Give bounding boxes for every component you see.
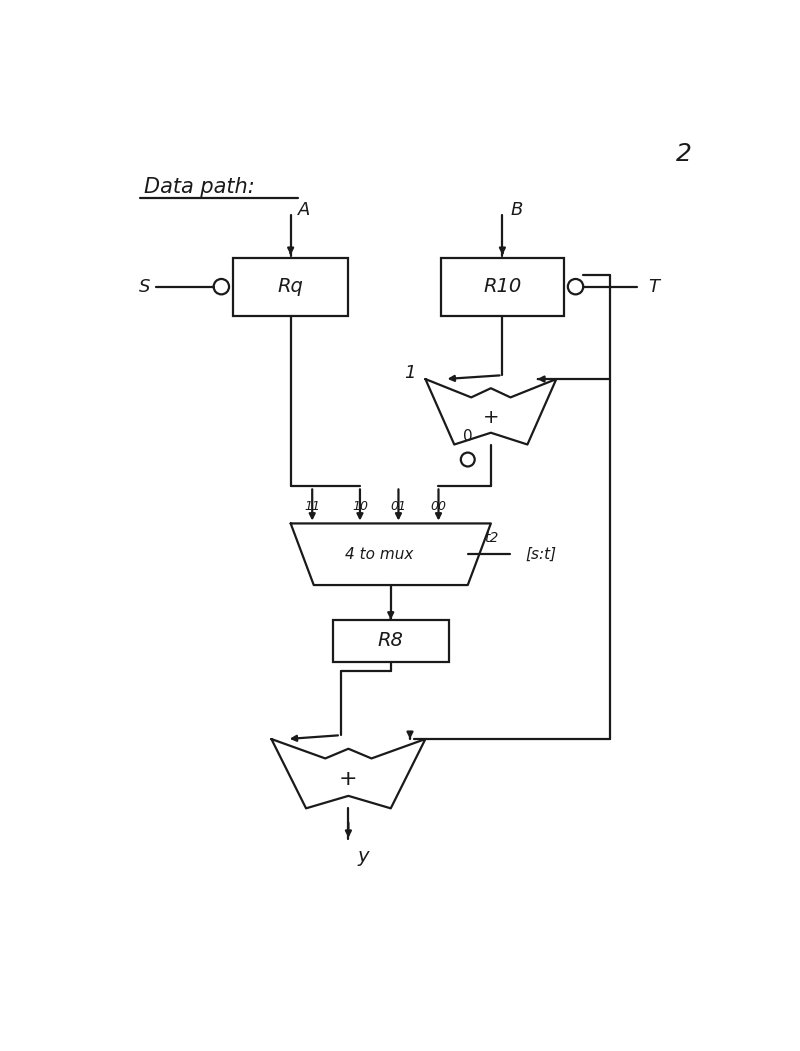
- Text: 0: 0: [463, 429, 473, 445]
- Text: 2: 2: [675, 142, 691, 166]
- Text: A: A: [298, 201, 310, 219]
- Text: R8: R8: [378, 632, 404, 651]
- Text: 01: 01: [390, 500, 406, 514]
- Text: B: B: [510, 201, 522, 219]
- Text: y: y: [358, 847, 369, 866]
- Bar: [333, 620, 449, 662]
- Text: 1: 1: [404, 364, 416, 382]
- Bar: [233, 257, 349, 315]
- Text: 11: 11: [304, 500, 320, 514]
- Text: 10: 10: [352, 500, 368, 514]
- Text: +: +: [339, 769, 358, 789]
- Text: R10: R10: [483, 277, 522, 296]
- Text: Data path:: Data path:: [144, 177, 255, 197]
- Text: S: S: [138, 277, 150, 295]
- Text: +: +: [482, 408, 499, 427]
- Text: 4 to mux: 4 to mux: [345, 547, 414, 561]
- Text: [s:t]: [s:t]: [526, 547, 557, 561]
- Text: T: T: [649, 277, 660, 295]
- Text: Rq: Rq: [278, 277, 303, 296]
- Bar: [441, 257, 564, 315]
- Text: 00: 00: [430, 500, 446, 514]
- Text: t2: t2: [484, 531, 498, 545]
